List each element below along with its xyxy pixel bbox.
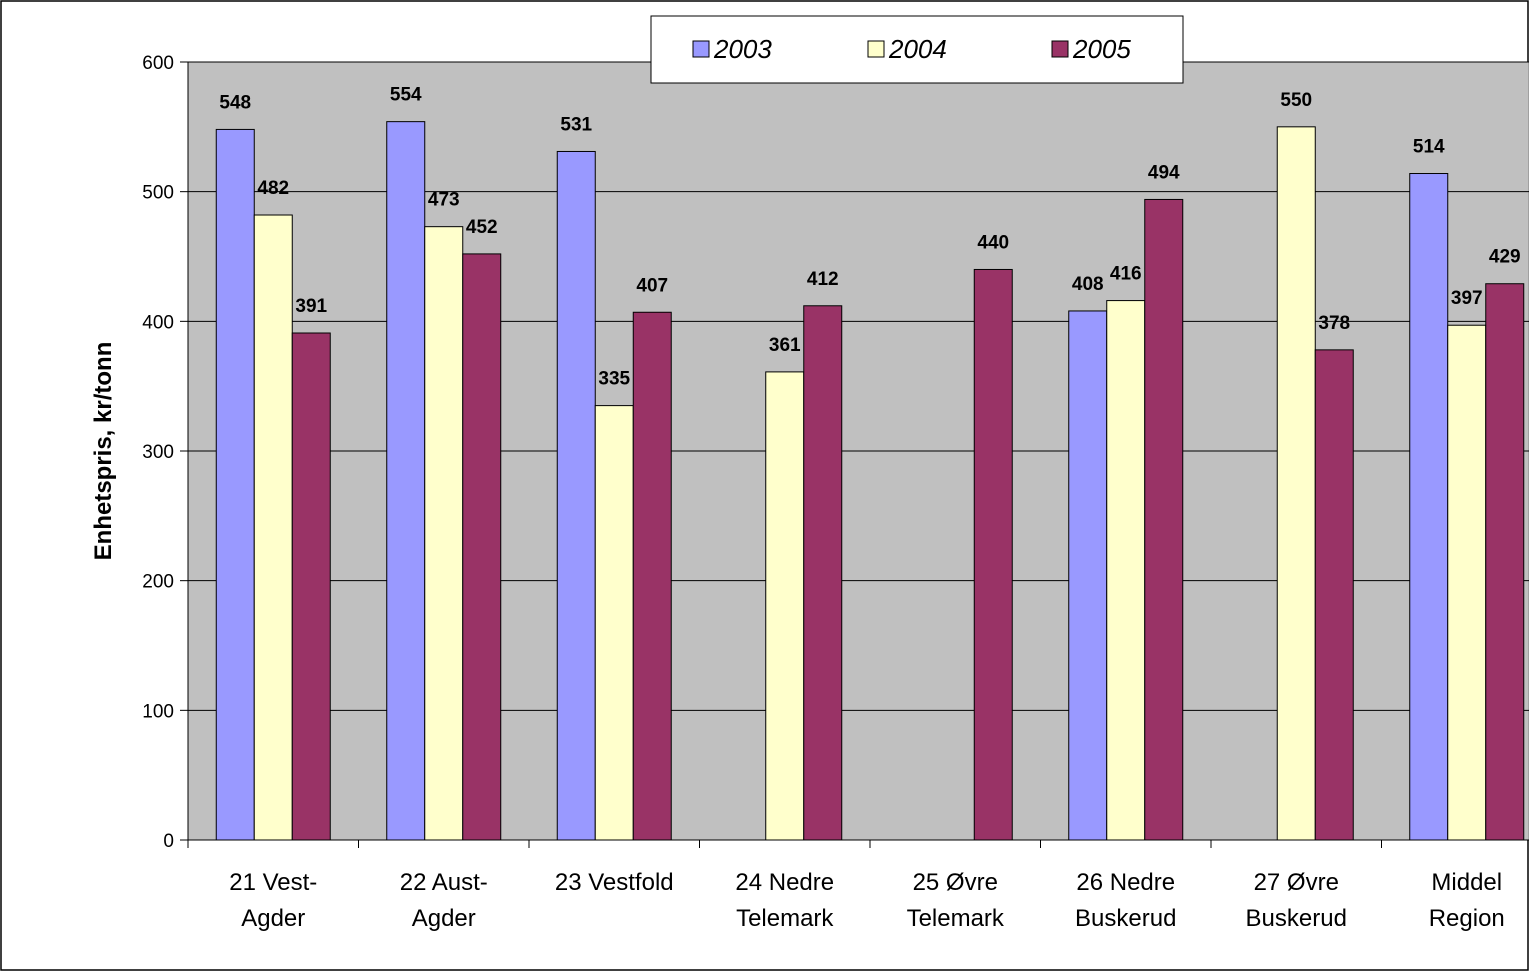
data-labels: 548 482 391 554 473 452 531 335 407 361 412 440 408 4… [219,85,1520,390]
bar-2004-5 [1106,300,1146,841]
data-label-2005-3: 412 [807,269,839,290]
bar-2003-2 [556,150,596,841]
bar-2003-0 [215,128,255,841]
x-category-label: Region [1429,905,1505,932]
bar-2003-7 [1409,173,1449,841]
data-label-2004-6: 550 [1280,90,1312,111]
data-label-2004-2: 335 [598,369,630,390]
bar-2005-1 [462,253,502,841]
data-label-2004-3: 361 [769,335,801,356]
data-label-2003-2: 531 [560,114,592,135]
data-label-2003-7: 514 [1413,137,1445,158]
legend-label-2004: 2004 [888,34,947,64]
x-category-label: 22 Aust- [400,869,488,896]
bar-2004-7 [1447,324,1487,841]
data-label-2003-1: 554 [390,85,422,106]
bar-2005-3 [803,305,843,841]
bar-2005-0 [291,332,331,841]
data-label-2003-5: 408 [1072,274,1104,295]
y-tick-label: 500 [142,183,174,204]
x-category-label: Buskerud [1075,905,1176,932]
y-tick-label: 100 [142,701,174,722]
x-category-label: 25 Øvre [913,869,998,896]
legend-swatch-2004 [867,40,885,58]
x-category-label: Telemark [736,905,834,932]
y-tick-labels: 0 100 200 300 400 500 600 [142,53,174,852]
data-label-2005-0: 391 [295,296,327,317]
bar-2003-1 [386,121,426,841]
data-label-2004-5: 416 [1110,264,1142,285]
x-category-label: Middel [1431,869,1502,896]
x-category-label: Buskerud [1246,905,1347,932]
legend-swatch-2003 [692,40,710,58]
x-category-label: Telemark [907,905,1005,932]
x-category-label: 27 Øvre [1254,869,1339,896]
bar-2005-5 [1144,198,1184,841]
bar-2004-1 [424,226,464,841]
x-category-label: Agder [412,905,476,932]
data-label-2004-1: 473 [428,190,460,211]
data-label-2005-6: 378 [1318,313,1350,334]
y-tick-label: 300 [142,442,174,463]
data-label-2004-0: 482 [257,178,289,199]
data-label-2003-0: 548 [219,92,251,113]
y-tick-label: 0 [163,831,174,852]
x-category-label: 26 Nedre [1076,869,1175,896]
bar-2004-3 [765,371,805,841]
x-category-label: Agder [241,905,305,932]
x-category-labels: 21 Vest- Agder 22 Aust- Agder 23 Vestfold 24 … [229,869,1505,932]
x-category-label: 24 Nedre [735,869,834,896]
bar-2004-2 [594,405,634,841]
bar-2003-5 [1068,310,1108,841]
legend-label-2003: 2003 [713,34,772,64]
data-label-2005-7: 429 [1489,247,1521,268]
bar-2004-0 [253,214,293,841]
legend-swatch-2005 [1051,40,1069,58]
data-label-2005-5: 494 [1148,162,1180,183]
legend-box [650,15,1184,84]
bar-2005-6 [1314,349,1354,841]
y-tick-label: 600 [142,53,174,74]
y-tick-label: 400 [142,312,174,333]
bar-2005-4 [973,268,1013,841]
bar-2005-2 [632,311,672,841]
bar-2004-6 [1276,126,1316,841]
data-label-2004-7: 397 [1451,288,1483,309]
data-label-2005-2: 407 [636,275,668,296]
x-category-label: 23 Vestfold [555,869,674,896]
x-category-label: 21 Vest- [229,869,317,896]
axes [180,61,1529,848]
legend: 2003 2004 2005 [650,15,1184,84]
legend-label-2005: 2005 [1072,34,1131,64]
data-label-2005-4: 440 [977,232,1009,253]
bar-2005-7 [1485,283,1525,841]
data-label-2005-1: 452 [466,217,498,238]
y-axis-title: Enhetspris, kr/tonn [90,342,117,561]
y-tick-label: 200 [142,572,174,593]
